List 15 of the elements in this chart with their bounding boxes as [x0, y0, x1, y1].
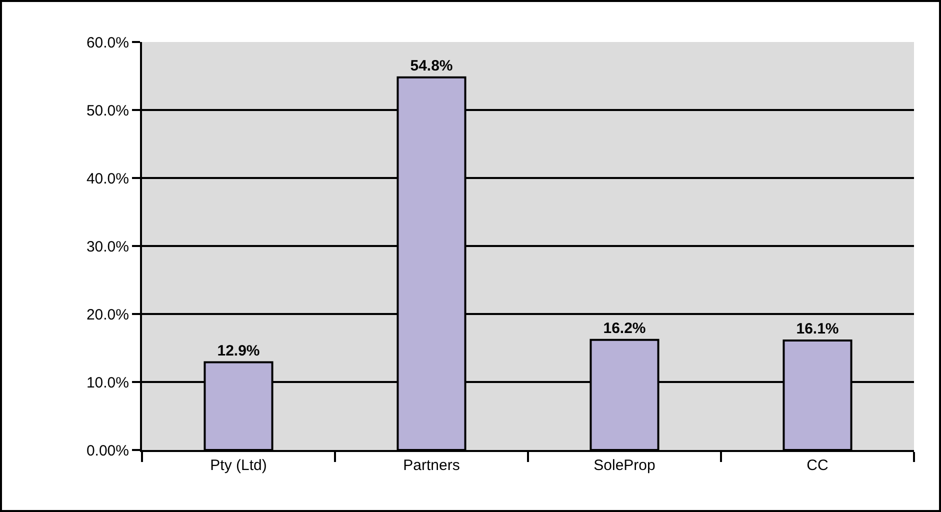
y-tick-label: 50.0%	[86, 102, 129, 120]
data-label: 12.9%	[217, 342, 260, 360]
x-tick-label: Pty (Ltd)	[210, 457, 267, 474]
x-tick-label: Partners	[403, 457, 460, 474]
x-tick-label: CC	[806, 457, 828, 474]
data-label: 16.1%	[796, 320, 839, 338]
y-tick-label: 20.0%	[86, 306, 129, 324]
data-label: 16.2%	[603, 320, 646, 337]
y-tick-label: 10.0%	[86, 374, 129, 392]
y-tick-label: 0.00%	[86, 442, 129, 460]
y-tick-label: 60.0%	[86, 34, 129, 52]
y-tick-label: 40.0%	[86, 170, 129, 188]
y-tick-label: 30.0%	[86, 238, 129, 256]
data-label: 54.8%	[410, 57, 453, 74]
x-tick-label: SoleProp	[594, 457, 656, 474]
